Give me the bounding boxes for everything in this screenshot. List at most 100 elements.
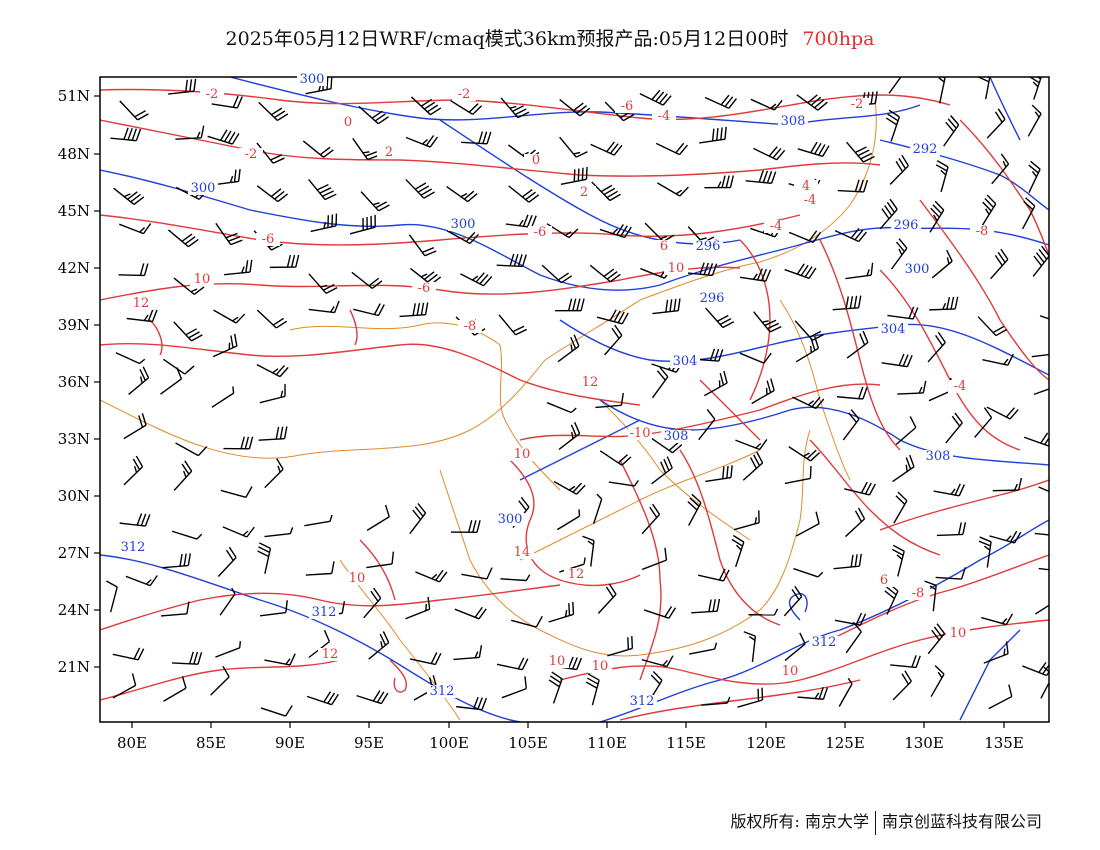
wind-barb [938, 77, 946, 104]
wind-barb [160, 601, 190, 617]
wind-barb [743, 631, 757, 663]
wind-barb [784, 466, 812, 485]
wind-barb [1038, 567, 1049, 571]
wind-barb [845, 507, 866, 538]
wind-barb [655, 142, 689, 156]
copyright-text: 版权所有: 南京大学 [730, 812, 869, 831]
wind-barb [704, 175, 735, 189]
wind-barb [1028, 77, 1042, 100]
temperature-label: 10 [592, 659, 609, 674]
wind-barb [501, 676, 527, 699]
wind-barb [119, 513, 151, 527]
wind-barb [304, 514, 333, 527]
wind-barb [832, 295, 862, 311]
temperature-label: -2 [245, 147, 258, 162]
wind-barb [409, 652, 442, 666]
temperature-label: 12 [568, 567, 585, 582]
wind-barb [745, 170, 777, 184]
wind-barb [358, 105, 389, 125]
wind-barb [686, 262, 718, 277]
wind-barb [175, 442, 208, 457]
wind-barb [450, 520, 481, 533]
wind-barb [930, 665, 945, 698]
wind-barb [793, 567, 824, 578]
height-label-bg [778, 115, 808, 128]
wind-barb [935, 567, 967, 580]
wind-barb [446, 185, 478, 203]
wind-barb [924, 580, 937, 612]
wind-barb [735, 439, 768, 451]
lon-label: 90E [275, 734, 305, 752]
wind-barb [842, 409, 860, 441]
wind-barb [211, 95, 243, 109]
temp-label-bg [628, 427, 652, 440]
wind-barb [705, 307, 735, 329]
wind-barb [929, 200, 945, 233]
wind-barb [890, 238, 908, 270]
height-label: 296 [696, 239, 721, 254]
lat-label: 45N [58, 202, 90, 220]
temperature-label: -2 [206, 87, 219, 102]
wind-barb [1032, 245, 1049, 277]
height-label: 308 [926, 449, 951, 464]
wind-barb [935, 160, 949, 193]
temperature-label: 14 [514, 545, 531, 560]
wind-barb [1031, 351, 1049, 358]
wind-barb [310, 213, 338, 233]
temperature-label: -6 [621, 99, 634, 114]
wind-barb [687, 493, 702, 526]
wind-barb [500, 574, 531, 582]
lon-label: 125E [825, 734, 865, 752]
wind-barb [541, 264, 573, 284]
wind-barb [731, 534, 745, 568]
wind-barb [608, 480, 639, 487]
wind-barb [217, 546, 237, 577]
title-text: 2025年05月12日WRF/cmaq模式36km预报产品:05月12日00时 [225, 28, 789, 50]
wind-barb [306, 691, 339, 706]
wind-barb [553, 480, 586, 495]
temp-label-bg [336, 116, 360, 129]
temp-label-bg [190, 273, 214, 286]
wind-barb [879, 198, 898, 230]
temp-label-bg [510, 546, 534, 559]
map-frame [99, 76, 1050, 723]
temp-label-bg [545, 655, 569, 668]
wind-barb [408, 234, 437, 257]
wind-barb [1035, 604, 1049, 615]
wind-barb [160, 367, 183, 395]
temp-label-bg [318, 648, 342, 661]
lat-label: 21N [58, 658, 90, 676]
lat-label: 51N [58, 87, 90, 105]
height-label: 296 [700, 291, 725, 306]
wind-barb [592, 493, 603, 524]
wind-barb [112, 673, 137, 699]
wind-barb [796, 94, 828, 111]
temp-label-bg [798, 194, 822, 207]
wind-barb [308, 273, 338, 294]
wind-barb [106, 580, 118, 613]
lon-label: 85E [196, 734, 226, 752]
wind-barb [739, 352, 772, 364]
wind-barb [1021, 197, 1036, 230]
wind-barb [889, 154, 909, 185]
wind-barb [353, 303, 385, 317]
wind-barb [977, 316, 1008, 337]
wind-barb [897, 380, 927, 395]
temperature-label: 10 [194, 272, 211, 287]
wind-barb [988, 684, 1013, 710]
temperature-label: -8 [912, 586, 925, 601]
wind-barb [753, 311, 782, 333]
lon-label: 120E [746, 734, 786, 752]
temp-label-bg [872, 574, 896, 587]
lon-label: 80E [117, 734, 147, 752]
wind-barb [792, 396, 825, 410]
longitude-axis: 80E 85E 90E 95E 100E 105E 110E 115E 120E 125E 130E… [117, 722, 1024, 752]
wind-barb [128, 366, 150, 396]
height-label-bg [309, 606, 339, 619]
wind-barb [589, 264, 621, 283]
lat-label: 27N [58, 544, 90, 562]
wind-barb [256, 363, 289, 378]
wind-barb [892, 670, 912, 701]
lon-label: 95E [354, 734, 384, 752]
wind-barb [986, 406, 1019, 420]
